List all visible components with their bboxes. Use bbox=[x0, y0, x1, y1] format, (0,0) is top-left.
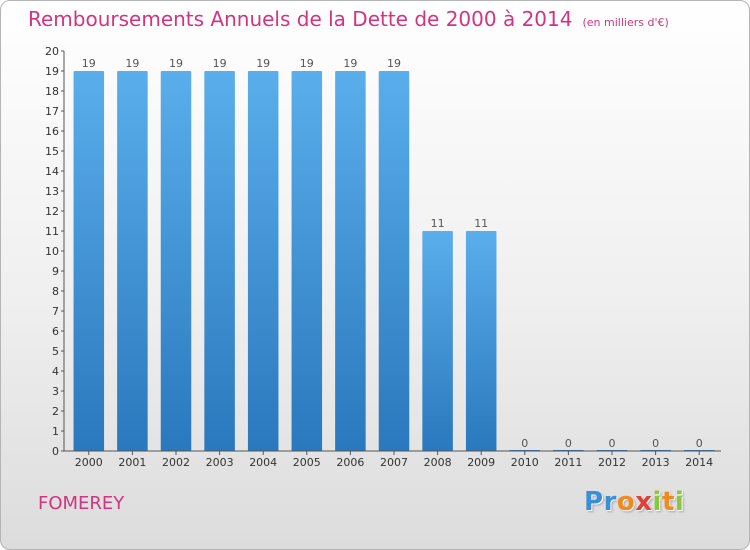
y-tick-label: 10 bbox=[45, 245, 59, 258]
y-tick-label: 6 bbox=[52, 325, 59, 338]
bar-value-label: 0 bbox=[696, 437, 703, 450]
x-tick-label: 2010 bbox=[511, 456, 539, 469]
bar bbox=[465, 231, 497, 451]
x-tick-label: 2006 bbox=[336, 456, 364, 469]
y-tick-label: 2 bbox=[52, 405, 59, 418]
y-tick-label: 18 bbox=[45, 85, 59, 98]
x-tick-label: 2014 bbox=[685, 456, 713, 469]
x-tick-label: 2003 bbox=[206, 456, 234, 469]
bar bbox=[378, 71, 410, 451]
y-tick-label: 5 bbox=[52, 345, 59, 358]
logo-letter: r bbox=[603, 487, 617, 517]
chart-title: Remboursements Annuels de la Dette de 20… bbox=[28, 7, 669, 31]
bar-value-label: 0 bbox=[609, 437, 616, 450]
bar-value-label: 19 bbox=[343, 57, 357, 70]
bar-value-label: 11 bbox=[431, 217, 445, 230]
chart-subtitle: (en milliers d'€) bbox=[582, 16, 669, 29]
y-tick-label: 4 bbox=[52, 365, 59, 378]
y-tick-label: 15 bbox=[45, 145, 59, 158]
y-tick-label: 11 bbox=[45, 225, 59, 238]
x-tick-label: 2002 bbox=[162, 456, 190, 469]
logo-letter: i bbox=[674, 487, 685, 517]
bar-value-label: 19 bbox=[256, 57, 270, 70]
y-tick-label: 13 bbox=[45, 185, 59, 198]
bar bbox=[291, 71, 323, 451]
x-tick-label: 2011 bbox=[554, 456, 582, 469]
logo-letter: x bbox=[635, 487, 653, 517]
commune-name: FOMEREY bbox=[38, 493, 125, 514]
x-axis: 2000 2001 2002 2003 2004 2005 2006 2007 2008 2009… bbox=[61, 450, 721, 469]
bar-value-label: 19 bbox=[125, 57, 139, 70]
y-tick-label: 9 bbox=[52, 265, 59, 278]
y-tick-label: 7 bbox=[52, 305, 59, 318]
bar-value-label: 0 bbox=[652, 437, 659, 450]
y-tick-label: 14 bbox=[45, 165, 59, 178]
x-tick-label: 2012 bbox=[598, 456, 626, 469]
y-tick-label: 0 bbox=[52, 445, 59, 458]
bar bbox=[204, 71, 235, 451]
y-tick-label: 16 bbox=[45, 125, 59, 138]
x-tick-label: 2007 bbox=[380, 456, 408, 469]
bar-value-label: 19 bbox=[169, 57, 183, 70]
x-tick-label: 2004 bbox=[249, 456, 277, 469]
bar bbox=[73, 71, 105, 451]
logo-letter: i bbox=[652, 487, 662, 517]
x-tick-label: 2001 bbox=[118, 456, 146, 469]
y-tick-label: 19 bbox=[45, 65, 59, 78]
bar bbox=[335, 71, 366, 451]
bar-value-label: 0 bbox=[565, 437, 572, 450]
bar-value-label: 11 bbox=[474, 217, 488, 230]
x-tick-label: 2005 bbox=[293, 456, 321, 469]
title-text: Remboursements Annuels de la Dette de 20… bbox=[28, 7, 573, 31]
y-tick-label: 20 bbox=[45, 45, 59, 58]
bar-value-label: 19 bbox=[300, 57, 314, 70]
bar bbox=[422, 231, 453, 451]
bar-value-label: 19 bbox=[82, 57, 96, 70]
bar-value-label: 19 bbox=[387, 57, 401, 70]
bar-value-label: 0 bbox=[521, 437, 528, 450]
y-tick-label: 3 bbox=[52, 385, 59, 398]
bar bbox=[247, 71, 279, 451]
bar-value-label: 19 bbox=[213, 57, 227, 70]
y-tick-label: 17 bbox=[45, 105, 59, 118]
logo-letter: P bbox=[584, 487, 604, 517]
bars: 19 19 19 19 19 19 19 19 11 11 0 0 0 0 0 bbox=[73, 57, 715, 451]
bar bbox=[160, 71, 192, 451]
bar bbox=[117, 71, 148, 451]
x-tick-label: 2000 bbox=[75, 456, 103, 469]
y-tick-label: 8 bbox=[52, 285, 59, 298]
x-tick-label: 2013 bbox=[642, 456, 670, 469]
x-tick-label: 2008 bbox=[424, 456, 452, 469]
y-tick-label: 1 bbox=[52, 425, 59, 438]
y-tick-label: 12 bbox=[45, 205, 59, 218]
proxiti-logo: Proxiti bbox=[584, 487, 684, 517]
logo-letter: o bbox=[616, 487, 636, 517]
x-tick-label: 2009 bbox=[467, 456, 495, 469]
logo-letter: t bbox=[661, 487, 675, 517]
